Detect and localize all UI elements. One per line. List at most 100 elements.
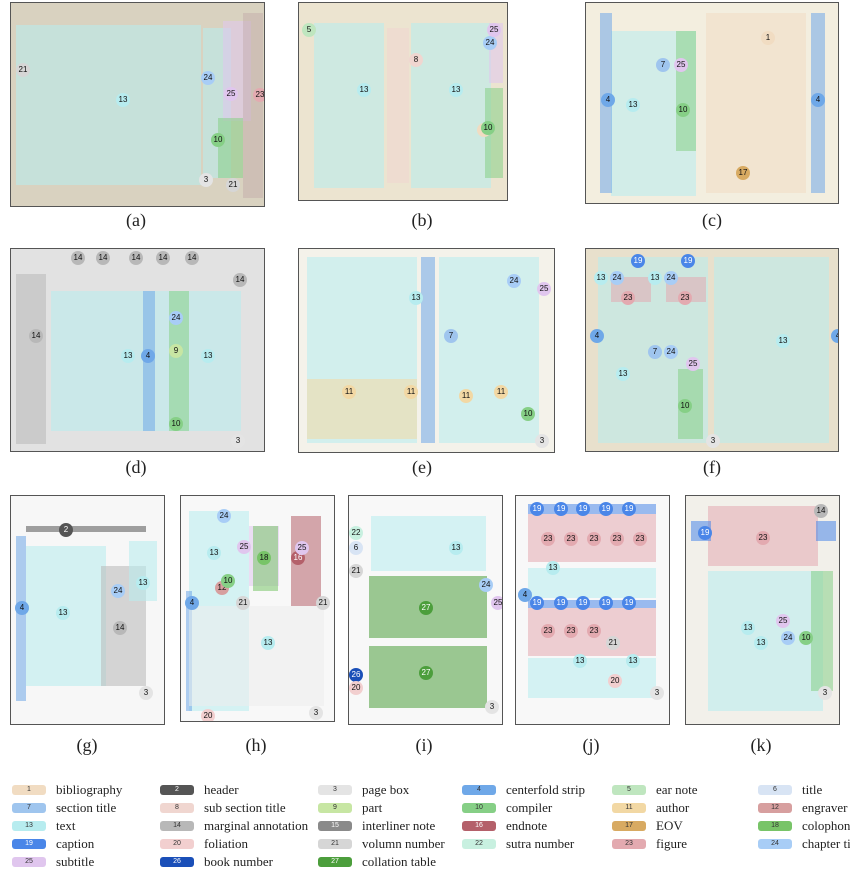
- region-label-badge: 23: [564, 624, 578, 638]
- legend-label: section title: [56, 800, 117, 815]
- region-label-badge: 23: [541, 624, 555, 638]
- legend-item: 12 engraver: [758, 800, 847, 816]
- region-label-badge: 10: [221, 574, 235, 588]
- region-label-badge: 13: [56, 606, 70, 620]
- legend-label: colophon: [802, 818, 850, 833]
- legend-item: 5 ear note: [612, 782, 698, 798]
- region-label-badge: 13: [626, 654, 640, 668]
- region-label-badge: 3: [231, 434, 245, 448]
- legend-item: 15 interliner note: [318, 818, 435, 834]
- legend-label: interliner note: [362, 818, 436, 833]
- region-label-badge: 10: [678, 399, 692, 413]
- legend-swatch: 27: [318, 857, 352, 867]
- region-label-badge: 10: [521, 407, 535, 421]
- region-label-badge: 8: [409, 53, 423, 67]
- region-label-badge: 21: [16, 63, 30, 77]
- region-label-badge: 23: [587, 532, 601, 546]
- region-label-badge: 13: [449, 83, 463, 97]
- legend-item: 11 author: [612, 800, 689, 816]
- region-label-badge: 23: [587, 624, 601, 638]
- legend-label: engraver: [802, 800, 848, 815]
- panel-caption-d: (d): [125, 457, 147, 477]
- region-label-badge: 11: [494, 385, 508, 399]
- legend-swatch: 9: [318, 803, 352, 813]
- region-label-badge: 3: [706, 434, 720, 448]
- region-label-badge: 23: [564, 532, 578, 546]
- region-label-badge: 13: [357, 83, 371, 97]
- panel-caption-g: (g): [76, 735, 98, 755]
- region-label-badge: 7: [656, 58, 670, 72]
- legend-label: compiler: [506, 800, 553, 815]
- legend-label: collation table: [362, 854, 437, 869]
- region-label-badge: 18: [257, 551, 271, 565]
- region-label-badge: 25: [674, 58, 688, 72]
- region-label-badge: 13: [594, 271, 608, 285]
- region-label-badge: 13: [121, 349, 135, 363]
- region-label-badge: 4: [601, 93, 615, 107]
- region-label-badge: 10: [211, 133, 225, 147]
- panel-caption-c: (c): [702, 210, 722, 230]
- region-label-badge: 24: [217, 509, 231, 523]
- region-label-badge: 14: [156, 251, 170, 265]
- region-label-badge: 7: [648, 345, 662, 359]
- legend-label: figure: [656, 836, 688, 851]
- panel-j: 19 19 19 19 19 23 23 23 23 23 13 4 19 19 19 19 19 23 23 23 1…: [515, 495, 670, 725]
- panel-caption-i: (i): [415, 735, 433, 755]
- legend-swatch: 19: [12, 839, 46, 849]
- region-label-badge: 21: [606, 636, 620, 650]
- region-label-badge: 14: [96, 251, 110, 265]
- region-label-badge: 23: [621, 291, 635, 305]
- region-label-badge: 23: [678, 291, 692, 305]
- region-label-badge: 13: [116, 93, 130, 107]
- region-label-badge: 25: [776, 614, 790, 628]
- region-label-badge: 19: [530, 596, 544, 610]
- region-label-badge: 13: [546, 561, 560, 575]
- legend-swatch: 25: [12, 857, 46, 867]
- region-label-badge: 13: [261, 636, 275, 650]
- region-label-badge: 3: [818, 686, 832, 700]
- region-label-badge: 19: [631, 254, 645, 268]
- region-label-badge: 19: [554, 502, 568, 516]
- legend-swatch: 8: [160, 803, 194, 813]
- legend-label: bibliography: [56, 782, 123, 797]
- legend-item: 1 bibliography: [12, 782, 122, 798]
- legend-label: book number: [204, 854, 273, 869]
- panel-caption-j: (j): [582, 735, 600, 755]
- region-label-badge: 17: [736, 166, 750, 180]
- legend-swatch: 21: [318, 839, 352, 849]
- region-label-badge: 23: [253, 88, 264, 102]
- region-label-badge: 3: [199, 173, 213, 187]
- region-label-badge: 4: [590, 329, 604, 343]
- region-label-badge: 24: [664, 271, 678, 285]
- legend-swatch: 2: [160, 785, 194, 795]
- region-label-badge: 11: [342, 385, 356, 399]
- region-label-badge: 24: [483, 36, 497, 50]
- legend-label: EOV: [656, 818, 683, 833]
- region-label-badge: 4: [141, 349, 155, 363]
- legend-item: 13 text: [12, 818, 76, 834]
- region-label-badge: 19: [530, 502, 544, 516]
- legend-label: subtitle: [56, 854, 95, 869]
- region-label-badge: 13: [741, 621, 755, 635]
- panel-caption-e: (e): [412, 457, 432, 477]
- legend-label: chapter title: [802, 836, 850, 851]
- region-label-badge: 19: [698, 526, 712, 540]
- panel-caption-a: (a): [126, 210, 146, 230]
- panel-caption-b: (b): [411, 210, 433, 230]
- region-label-badge: 10: [799, 631, 813, 645]
- legend-item: 17 EOV: [612, 818, 683, 834]
- legend-label: page box: [362, 782, 410, 797]
- region-label-badge: 24: [610, 271, 624, 285]
- region-label-badge: 7: [444, 329, 458, 343]
- legend-swatch: 6: [758, 785, 792, 795]
- legend-swatch: 12: [758, 803, 792, 813]
- legend-swatch: 4: [462, 785, 496, 795]
- panel-caption-h: (h): [245, 735, 267, 755]
- legend-item: 3 page box: [318, 782, 409, 798]
- legend-item: 7 section title: [12, 800, 116, 816]
- region-label-badge: 5: [302, 23, 316, 37]
- region-label-badge: 24: [664, 345, 678, 359]
- region-label-badge: 24: [201, 71, 215, 85]
- legend-item: 27 collation table: [318, 854, 436, 870]
- legend-item: 23 figure: [612, 836, 687, 852]
